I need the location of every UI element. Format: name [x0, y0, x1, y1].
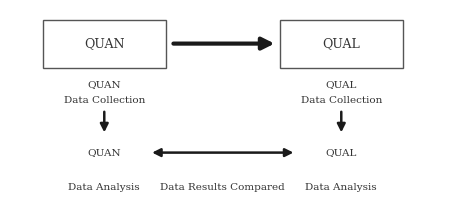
Text: QUAN: QUAN [88, 148, 121, 157]
FancyBboxPatch shape [280, 20, 403, 68]
FancyBboxPatch shape [43, 20, 166, 68]
Text: Data Analysis: Data Analysis [68, 183, 140, 192]
Text: QUAL: QUAL [326, 80, 357, 90]
Text: Data Results Compared: Data Results Compared [160, 183, 285, 192]
Text: QUAL: QUAL [322, 37, 360, 50]
Text: QUAN: QUAN [84, 37, 125, 50]
Text: Data Analysis: Data Analysis [305, 183, 377, 192]
Text: Data Collection: Data Collection [301, 96, 382, 105]
Text: QUAL: QUAL [326, 148, 357, 157]
Text: Data Collection: Data Collection [64, 96, 145, 105]
Text: QUAN: QUAN [88, 80, 121, 90]
